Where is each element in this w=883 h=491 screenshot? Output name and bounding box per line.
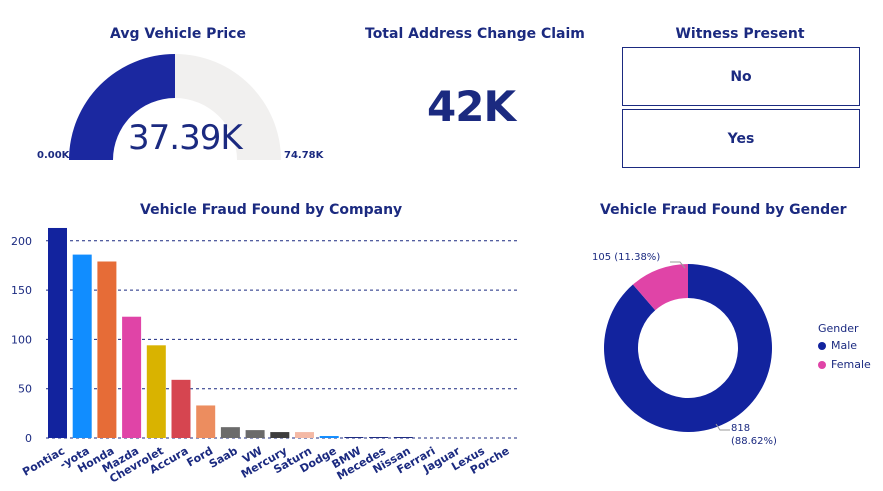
bar-nissan[interactable] [393,437,413,438]
card-title: Total Address Change Claim [365,26,585,42]
female-data-label: 105 (11.38%) [592,252,661,263]
vehicle-fraud-by-company-chart: 050100150200Pontiac-yotaHondaMazdaChevro… [11,227,520,486]
address-change-card-value: 42K [427,82,516,131]
male-leader-line [715,423,730,431]
bar-ford[interactable] [196,405,216,438]
donut-chart-title: Vehicle Fraud Found by Gender [600,202,847,218]
bar-saturn[interactable] [295,432,314,438]
y-tick-label: 200 [11,235,32,248]
bar-accura[interactable] [171,379,191,438]
legend-male-label: Male [831,339,858,352]
bar-mazda[interactable] [122,316,142,438]
legend-item-male[interactable]: Male [818,339,857,352]
bar-bmw[interactable] [344,437,364,438]
y-tick-label: 100 [11,333,32,346]
witness-option-yes[interactable]: Yes [622,109,860,168]
legend-female-label: Female [831,358,871,371]
slice-female[interactable] [632,264,688,311]
legend-item-female[interactable]: Female [818,358,871,371]
bar-chevrolet[interactable] [146,345,166,438]
y-tick-label: 150 [11,284,32,297]
female-leader-line [670,261,686,269]
y-tick-label: 50 [18,383,32,396]
bar-dodge[interactable] [319,436,339,438]
bar-honda[interactable] [97,261,117,438]
slice-male[interactable] [604,264,772,432]
slicer-title: Witness Present [675,26,805,42]
y-tick-label: 0 [25,432,32,445]
gauge-title: Avg Vehicle Price [110,26,246,42]
bar-saab[interactable] [220,427,240,438]
bar-mercury[interactable] [270,432,290,438]
gauge-max-label: 74.78K [284,150,324,161]
bar-mecedes[interactable] [369,437,389,438]
bar-chart-title: Vehicle Fraud Found by Company [140,202,403,218]
legend-title: Gender [818,322,859,335]
bar-yota[interactable] [72,254,92,438]
legend-female-dot [818,360,826,369]
gauge-fill [69,54,175,160]
bar-vw[interactable] [245,430,265,438]
x-tick-label: Saab [207,444,240,471]
male-data-label: 818 (88.62%) [731,423,777,447]
legend-male-dot [818,341,826,350]
gauge-min-label: 0.00K [37,150,70,161]
vehicle-fraud-by-gender-chart [604,261,772,432]
gauge-value: 37.39K [128,118,243,158]
witness-option-no[interactable]: No [622,47,860,106]
bar-pontiac[interactable] [48,227,67,438]
avg-vehicle-price-gauge [69,53,281,160]
